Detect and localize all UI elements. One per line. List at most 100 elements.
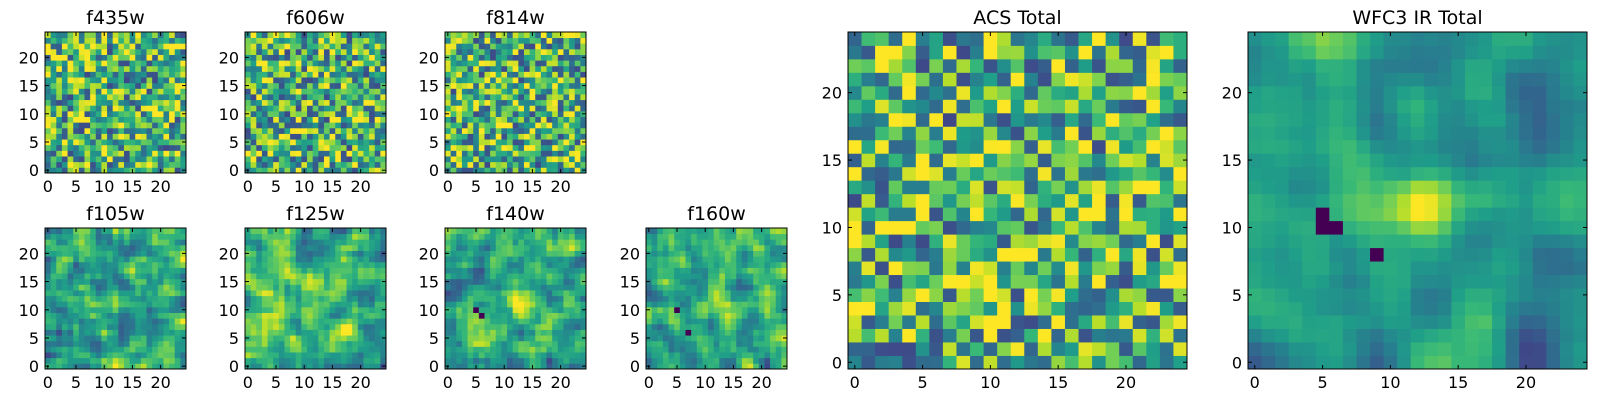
heatmap-cell — [484, 318, 491, 325]
heatmap-cell — [490, 43, 497, 50]
heatmap-cell — [540, 65, 547, 72]
heatmap-cell — [352, 233, 359, 240]
heatmap-cell — [107, 94, 114, 101]
heatmap-cell — [1078, 355, 1093, 370]
heatmap-cell — [163, 261, 170, 268]
heatmap-cell — [312, 352, 319, 359]
heatmap-cell — [657, 233, 664, 240]
heatmap-cell — [163, 278, 170, 285]
heatmap-cell — [250, 110, 257, 117]
heatmap-cell — [335, 346, 342, 353]
heatmap-cell — [724, 357, 731, 364]
heatmap-cell — [461, 329, 468, 336]
heatmap-cell — [679, 329, 686, 336]
heatmap-cell — [267, 228, 274, 235]
heatmap-cell — [478, 352, 485, 359]
heatmap-cell — [335, 261, 342, 268]
heatmap-cell — [129, 318, 136, 325]
heatmap-cell — [278, 335, 285, 342]
heatmap-cell — [140, 139, 147, 146]
heatmap-cell — [245, 127, 252, 134]
heatmap-cell — [501, 267, 508, 274]
heatmap-cell — [461, 306, 468, 313]
heatmap-cell — [107, 116, 114, 123]
heatmap-cell — [512, 82, 519, 89]
heatmap-cell — [340, 301, 347, 308]
heatmap-cell — [523, 37, 530, 44]
heatmap-cell — [112, 116, 119, 123]
heatmap-cells — [45, 32, 187, 174]
heatmap-cell — [129, 71, 136, 78]
heatmap-cell — [1064, 166, 1079, 181]
heatmap-cell — [580, 301, 587, 308]
heatmap-cell — [546, 116, 553, 123]
heatmap-cell — [563, 32, 570, 39]
heatmap-cell — [1051, 207, 1066, 222]
heatmap-cell — [552, 312, 559, 319]
heatmap-cell — [501, 133, 508, 140]
heatmap-cell — [702, 295, 709, 302]
heatmap-cell — [284, 250, 291, 257]
heatmap-cell — [1132, 220, 1147, 235]
heatmap-cell — [84, 239, 91, 246]
heatmap-cell — [380, 105, 387, 112]
heatmap-cell — [340, 139, 347, 146]
heatmap-cell — [668, 346, 675, 353]
heatmap-cell — [724, 233, 731, 240]
heatmap-cell — [301, 127, 308, 134]
heatmap-cell — [123, 261, 130, 268]
heatmap-cell — [569, 122, 576, 129]
heatmap-cell — [569, 256, 576, 263]
heatmap-cell — [997, 207, 1012, 222]
heatmap-cell — [507, 82, 514, 89]
heatmap-cell — [495, 301, 502, 308]
heatmap-cell — [163, 32, 170, 39]
heatmap-cell — [301, 256, 308, 263]
heatmap-cell — [569, 278, 576, 285]
heatmap-cell — [1146, 261, 1161, 276]
heatmap-cell — [775, 312, 782, 319]
heatmap-cell — [580, 295, 587, 302]
heatmap-cell — [78, 71, 85, 78]
heatmap-cell — [546, 150, 553, 157]
heatmap-cell — [461, 233, 468, 240]
heatmap-cell — [724, 256, 731, 263]
heatmap-cell — [250, 122, 257, 129]
heatmap-cell — [67, 156, 74, 163]
heatmap-cell — [764, 329, 771, 336]
heatmap-cell — [140, 239, 147, 246]
heatmap-cell — [107, 335, 114, 342]
heatmap-cell — [363, 250, 370, 257]
heatmap-cell — [445, 284, 452, 291]
heatmap-cell — [657, 318, 664, 325]
heatmap-cell — [374, 43, 381, 50]
heatmap-cell — [775, 273, 782, 280]
heatmap-cell — [741, 329, 748, 336]
heatmap-cell — [335, 94, 342, 101]
heatmap-cell — [529, 340, 536, 347]
y-tick-label: 20 — [19, 244, 39, 263]
heatmap-cell — [369, 363, 376, 370]
heatmap-cell — [312, 71, 319, 78]
heatmap-cell — [535, 133, 542, 140]
heatmap-cell — [747, 335, 754, 342]
heatmap-cell — [123, 161, 130, 168]
heatmap-cell — [67, 261, 74, 268]
heatmap-cell — [273, 312, 280, 319]
heatmap-cell — [329, 122, 336, 129]
heatmap-cell — [369, 228, 376, 235]
heatmap-cell — [902, 247, 917, 262]
heatmap-cell — [78, 228, 85, 235]
heatmap-cell — [861, 180, 876, 195]
x-tick-label: 0 — [243, 373, 253, 392]
heatmap-cell — [574, 301, 581, 308]
heatmap-cell — [101, 357, 108, 364]
heatmap-cell — [152, 323, 159, 330]
heatmap-cell — [61, 295, 68, 302]
heatmap-cell — [929, 220, 944, 235]
heatmap-cell — [557, 150, 564, 157]
heatmap-cell — [662, 273, 669, 280]
heatmap-cell — [340, 323, 347, 330]
heatmap-cell — [646, 352, 653, 359]
heatmap-cell — [73, 150, 80, 157]
